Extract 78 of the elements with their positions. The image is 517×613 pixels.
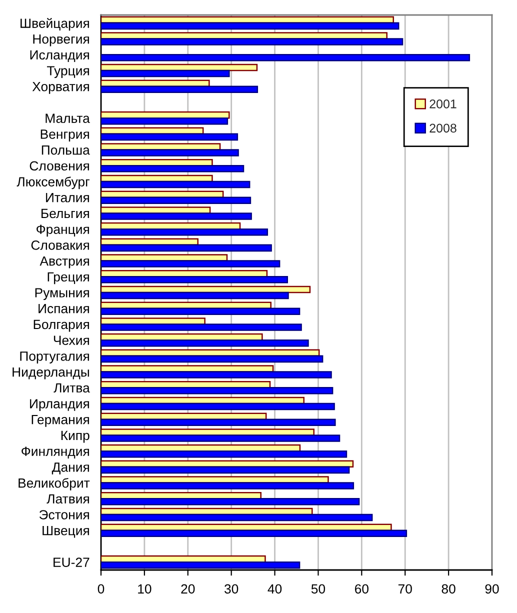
- y-tick-label: Польша: [42, 145, 90, 155]
- y-tick-label: Словакия: [31, 240, 89, 250]
- bar: [101, 561, 300, 569]
- bar: [101, 482, 354, 490]
- bar: [101, 133, 238, 141]
- y-tick-label: Австрия: [40, 256, 89, 268]
- bar: [101, 70, 230, 78]
- bar: [101, 149, 239, 156]
- bar: [101, 402, 335, 410]
- bar: [101, 371, 332, 378]
- y-tick-label: Ирландия: [30, 399, 89, 412]
- x-tick-label: 30: [224, 584, 238, 594]
- bar: [101, 54, 470, 62]
- y-tick-label: Румыния: [35, 288, 89, 300]
- bar: [101, 434, 340, 442]
- y-tick-label: Турция: [47, 66, 89, 78]
- x-tick-label: 0: [98, 584, 104, 594]
- bar: [101, 450, 348, 458]
- y-tick-label: Испания: [38, 304, 89, 314]
- bar: [101, 530, 408, 538]
- y-tick-label: Португалия: [20, 352, 89, 364]
- bar: [101, 308, 300, 316]
- y-tick-label: Швеция: [42, 526, 89, 538]
- bar: [101, 180, 250, 188]
- y-tick-label: EU-27: [54, 558, 90, 567]
- bar: [101, 260, 280, 268]
- y-tick-label: Германия: [32, 415, 89, 427]
- bar: [101, 228, 268, 236]
- y-tick-label: Италия: [46, 193, 89, 202]
- y-tick-label: Нидерланды: [12, 367, 89, 380]
- y-tick-label: Словения: [30, 161, 89, 171]
- x-tick-label: 60: [355, 584, 368, 594]
- bar: [101, 196, 252, 204]
- y-tick-label: Бельгия: [42, 208, 89, 218]
- y-tick-label: Швейцария: [20, 18, 89, 31]
- bar: [101, 86, 258, 94]
- bar: [101, 165, 244, 172]
- y-tick-label: Хорватия: [32, 82, 89, 94]
- x-tick-label: 80: [442, 584, 456, 594]
- y-tick-label: Люксембург: [16, 176, 90, 190]
- y-tick-label: Литва: [54, 383, 90, 393]
- bar: [101, 244, 272, 252]
- y-tick-label: Венгрия: [40, 130, 89, 142]
- y-tick-label: Греция: [48, 272, 89, 284]
- y-tick-label: Финляндия: [22, 446, 89, 458]
- x-tick-label: 20: [181, 584, 195, 594]
- bar: [101, 324, 302, 331]
- y-tick-label: Чехия: [54, 336, 89, 345]
- bar: [101, 38, 404, 46]
- y-tick-label: Эстония: [39, 510, 89, 520]
- x-tick-label: 90: [485, 584, 499, 594]
- y-tick-label: Исландия: [30, 50, 89, 62]
- bar: [101, 292, 289, 300]
- y-tick-label: Латвия: [46, 494, 89, 504]
- legend-label: 2008: [430, 124, 456, 133]
- bar: [101, 514, 373, 522]
- y-tick-label: Дания: [52, 462, 89, 474]
- bar: [101, 498, 360, 506]
- legend-label: 2001: [430, 99, 456, 108]
- bar: [101, 117, 228, 125]
- bar: [101, 387, 334, 394]
- bar: [101, 22, 400, 30]
- y-tick-label: Франция: [36, 224, 89, 237]
- bar: [101, 355, 324, 363]
- bar: [101, 418, 336, 426]
- x-tick-label: 40: [268, 584, 282, 594]
- x-tick-label: 50: [311, 584, 326, 594]
- x-tick-label: 70: [398, 584, 412, 594]
- y-tick-label: Великобрит: [18, 478, 90, 490]
- x-tick-label: 10: [138, 584, 152, 594]
- y-tick-label: Норвегия: [33, 34, 89, 46]
- bar: [101, 466, 350, 474]
- bar: [101, 212, 252, 220]
- y-tick-label: Болгария: [34, 320, 89, 332]
- bar: [101, 276, 288, 284]
- y-tick-label: Мальта: [46, 114, 90, 123]
- bar: [101, 339, 309, 347]
- y-tick-label: Кипр: [61, 430, 90, 443]
